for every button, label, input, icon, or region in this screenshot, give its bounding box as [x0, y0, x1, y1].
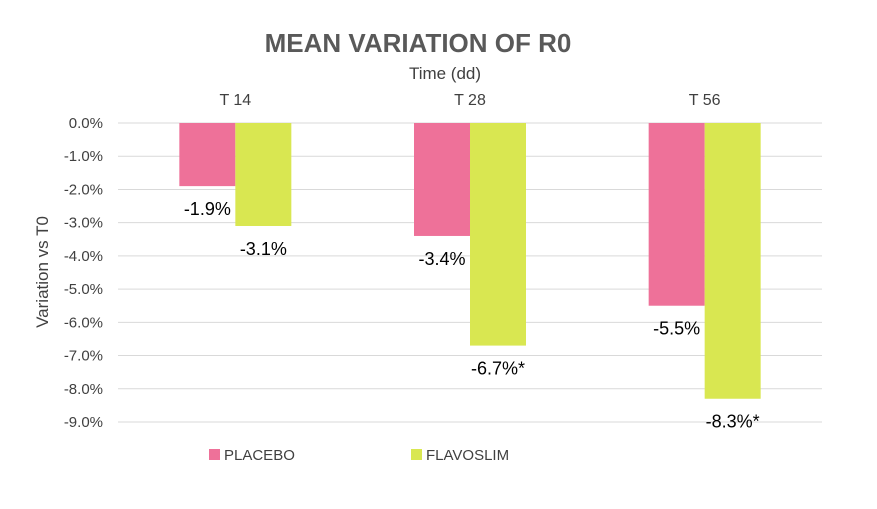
bar-placebo-t14 [179, 123, 236, 187]
y-axis-title: Variation vs T0 [33, 216, 52, 328]
bar-placebo-t56 [648, 123, 705, 306]
data-labels: -1.9% -3.1% -3.4% -6.7%* -5.5% -8.3%* [184, 199, 760, 432]
y-tick-label: -9.0% [64, 414, 103, 431]
legend-swatch-placebo [209, 449, 220, 460]
legend: PLACEBO FLAVOSLIM [209, 447, 509, 464]
y-tick-label: -3.0% [64, 215, 103, 232]
legend-label-placebo: PLACEBO [224, 447, 295, 464]
data-label: -3.1% [240, 239, 287, 259]
y-axis-ticks: 0.0% -1.0% -2.0% -3.0% -4.0% -5.0% -6.0% -7.0% -… [64, 115, 103, 431]
category-label: T 14 [219, 92, 251, 109]
category-label: T 56 [689, 92, 721, 109]
data-label: -5.5% [653, 319, 700, 339]
chart-title: MEAN VARIATION OF R0 [265, 28, 572, 58]
data-label: -6.7%* [471, 359, 525, 379]
category-labels: T 14 T 28 T 56 [219, 92, 720, 109]
bar-placebo-t28 [414, 123, 470, 236]
y-tick-label: -7.0% [64, 348, 103, 365]
data-label: -1.9% [184, 199, 231, 219]
y-tick-label: -2.0% [64, 181, 103, 198]
y-tick-label: -5.0% [64, 281, 103, 298]
data-label: -8.3%* [706, 412, 760, 432]
bar-flavoslim-t28 [470, 123, 526, 346]
x-axis-title: Time (dd) [409, 64, 481, 83]
bar-flavoslim-t14 [235, 123, 292, 226]
legend-swatch-flavoslim [411, 449, 422, 460]
bar-flavoslim-t56 [704, 123, 761, 399]
category-label: T 28 [454, 92, 486, 109]
y-tick-label: -1.0% [64, 148, 103, 165]
y-tick-label: -4.0% [64, 248, 103, 265]
data-label: -3.4% [418, 249, 465, 269]
y-tick-label: -6.0% [64, 314, 103, 331]
bars [179, 123, 761, 399]
y-tick-label: 0.0% [69, 115, 103, 132]
legend-label-flavoslim: FLAVOSLIM [426, 447, 509, 464]
y-tick-label: -8.0% [64, 381, 103, 398]
